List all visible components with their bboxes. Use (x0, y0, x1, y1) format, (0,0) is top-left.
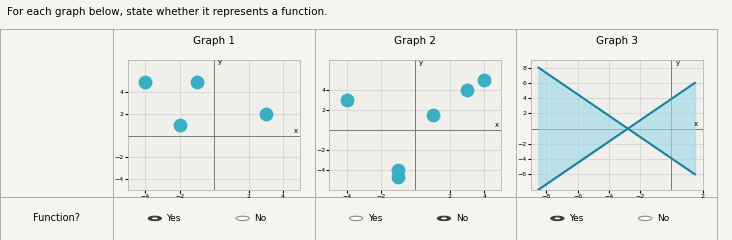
Circle shape (148, 216, 161, 221)
Text: Graph 3: Graph 3 (596, 36, 638, 46)
Point (174, 123, 186, 127)
Text: Yes: Yes (368, 214, 382, 223)
Circle shape (441, 217, 447, 219)
Text: y: y (419, 60, 423, 66)
Text: No: No (255, 214, 266, 223)
Text: Function?: Function? (33, 213, 81, 223)
Point (392, 168, 404, 172)
Circle shape (350, 216, 363, 221)
Text: x: x (294, 128, 297, 134)
Text: Yes: Yes (569, 214, 583, 223)
Point (392, 175, 404, 179)
Point (191, 80, 203, 84)
Text: Graph 1: Graph 1 (193, 36, 235, 46)
Point (461, 88, 473, 92)
Text: y: y (217, 59, 222, 65)
Text: x: x (495, 122, 498, 128)
Circle shape (551, 216, 564, 221)
Point (427, 113, 438, 117)
Text: No: No (456, 214, 468, 223)
Point (479, 78, 490, 82)
Circle shape (438, 216, 451, 221)
Point (260, 112, 272, 116)
Text: No: No (657, 214, 669, 223)
Circle shape (555, 217, 561, 219)
Circle shape (152, 217, 157, 219)
Text: x: x (694, 120, 698, 126)
Point (341, 98, 353, 102)
Text: Yes: Yes (166, 214, 181, 223)
Text: For each graph below, state whether it represents a function.: For each graph below, state whether it r… (7, 7, 328, 17)
Circle shape (236, 216, 249, 221)
Circle shape (638, 216, 651, 221)
Text: y: y (676, 60, 680, 66)
Point (140, 80, 152, 84)
Text: Graph 2: Graph 2 (395, 36, 436, 46)
